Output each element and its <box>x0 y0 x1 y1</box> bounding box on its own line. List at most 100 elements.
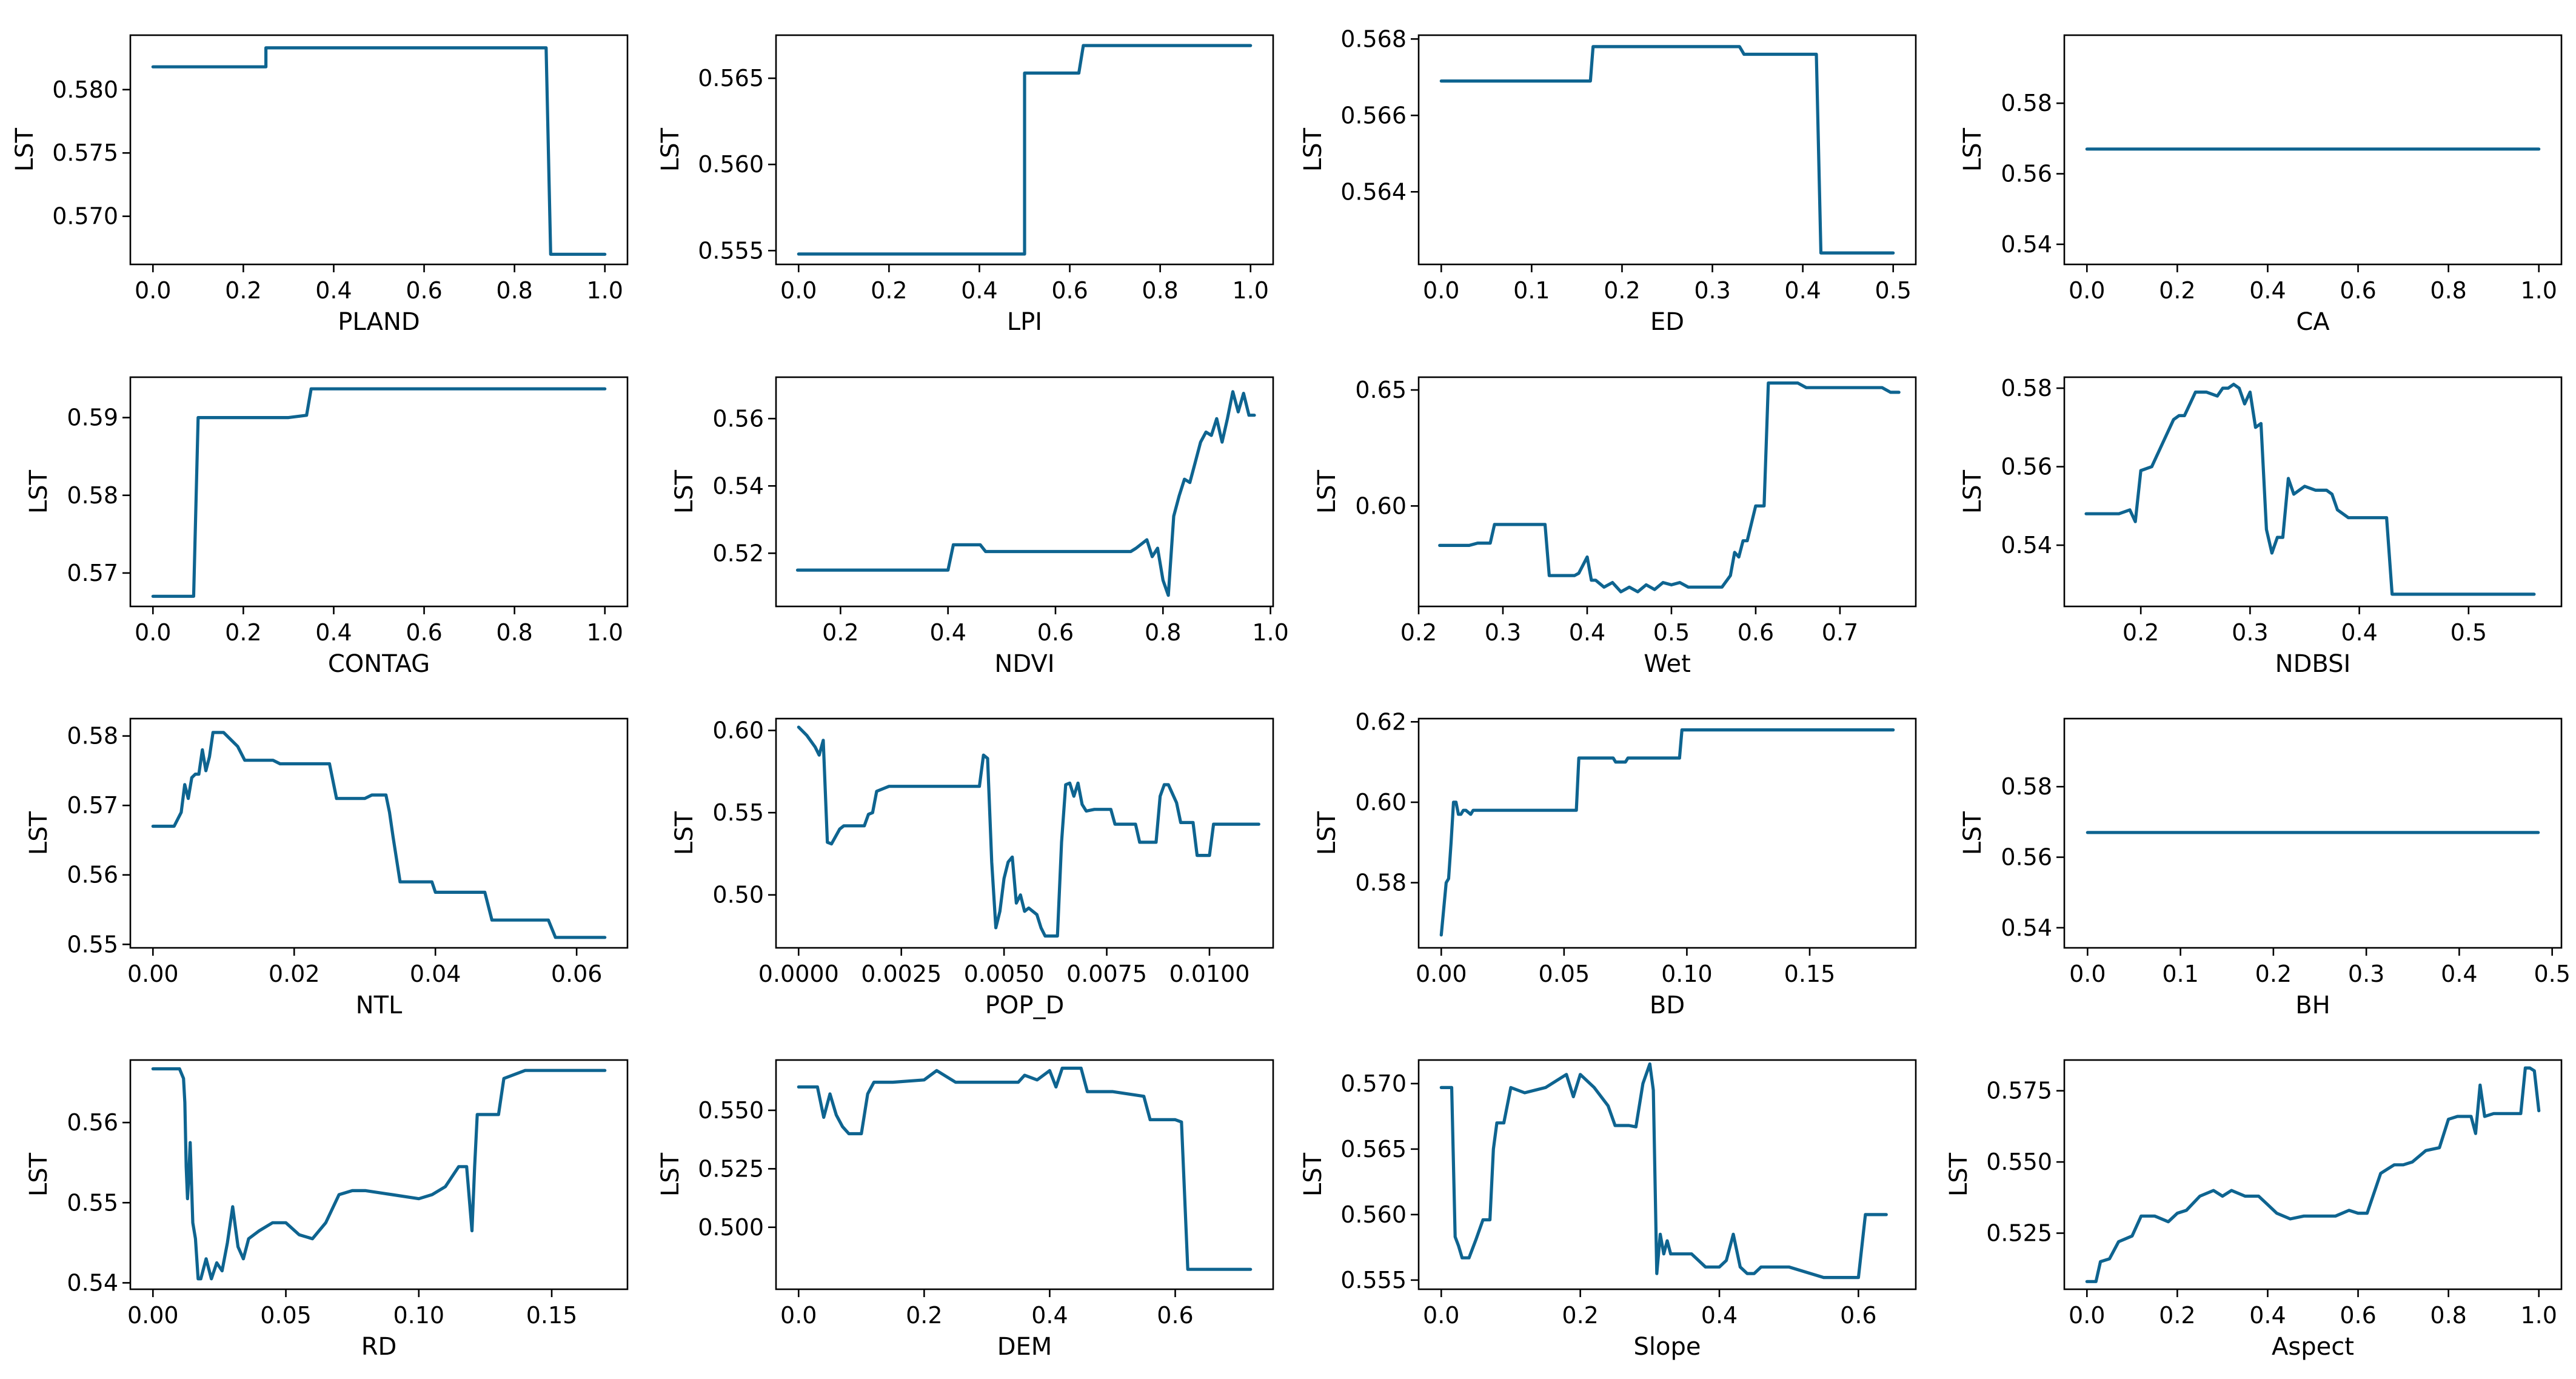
y-tick-label-ca: 0.54 <box>2001 231 2052 258</box>
x-tick-label-pland: 0.4 <box>315 277 352 304</box>
x-tick-label-rd: 0.10 <box>393 1302 444 1329</box>
y-tick-label-dem: 0.550 <box>698 1097 764 1124</box>
x-tick-label-bh: 0.5 <box>2534 961 2570 987</box>
subplot-wet: 0.2 0.3 0.4 0.5 0.6 0.7 0.60 0.65 Wet LST <box>1313 376 1917 678</box>
series-line-contag <box>151 387 607 598</box>
y-tick-label-pland: 0.575 <box>52 139 118 166</box>
y-tick-label-ndvi: 0.56 <box>712 405 764 432</box>
x-tick-label-bd: 0.05 <box>1539 961 1590 987</box>
y-axis-label-aspect: LST <box>1945 1152 1973 1196</box>
y-tick-label-lpi: 0.565 <box>698 65 764 92</box>
y-tick-label-rd: 0.54 <box>67 1269 118 1296</box>
x-axis-label-pland: PLAND <box>338 308 420 336</box>
x-tick-label-pland: 0.2 <box>225 277 261 304</box>
x-tick-label-ed: 0.2 <box>1604 277 1640 304</box>
y-axis-label-contag: LST <box>25 469 53 514</box>
y-tick-label-ed: 0.564 <box>1340 178 1407 205</box>
series-line-ndbsi <box>2084 383 2536 596</box>
series-line-ndvi <box>795 390 1256 597</box>
x-tick-label-ndbsi: 0.5 <box>2451 619 2487 646</box>
y-tick-label-pop-d: 0.60 <box>712 717 764 744</box>
y-tick-label-contag: 0.59 <box>67 404 118 431</box>
x-tick-label-rd: 0.05 <box>260 1302 312 1329</box>
subplot-lpi: 0.0 0.2 0.4 0.6 0.8 1.0 0.555 0.560 0.565 LPI LST <box>657 34 1274 336</box>
x-tick-label-lpi: 0.6 <box>1051 277 1088 304</box>
x-tick-label-pop-d: 0.0100 <box>1169 961 1250 987</box>
x-tick-label-ndvi: 1.0 <box>1252 619 1288 646</box>
x-tick-label-ndvi: 0.8 <box>1145 619 1181 646</box>
x-axis-label-rd: RD <box>361 1333 397 1361</box>
series-line-rd <box>151 1067 607 1281</box>
x-tick-label-slope: 0.6 <box>1840 1302 1876 1329</box>
x-tick-label-contag: 0.0 <box>135 619 171 646</box>
x-tick-label-contag: 0.8 <box>496 619 532 646</box>
axes-frame-ndvi <box>775 376 1274 608</box>
y-tick-label-rd: 0.56 <box>67 1109 118 1136</box>
y-tick-label-bd: 0.62 <box>1355 708 1407 735</box>
axes-frame-aspect <box>2063 1059 2563 1290</box>
y-tick-label-lpi: 0.555 <box>698 237 764 264</box>
x-tick-label-wet: 0.6 <box>1738 619 1774 646</box>
x-tick-label-ndbsi: 0.4 <box>2341 619 2377 646</box>
y-tick-label-ca: 0.58 <box>2001 90 2052 116</box>
x-axis-label-dem: DEM <box>997 1333 1052 1361</box>
x-tick-label-bh: 0.4 <box>2441 961 2477 987</box>
axes-frame-lpi <box>775 34 1274 266</box>
y-tick-label-pland: 0.580 <box>52 76 118 103</box>
x-tick-label-contag: 0.2 <box>225 619 261 646</box>
axes-frame-ntl <box>129 717 629 949</box>
y-tick-label-ndbsi: 0.54 <box>2001 532 2052 559</box>
x-tick-label-lpi: 0.0 <box>780 277 817 304</box>
axes-frame-ca <box>2063 34 2563 266</box>
axes-frame-bh <box>2063 717 2563 949</box>
x-tick-label-ca: 1.0 <box>2521 277 2557 304</box>
x-tick-label-pland: 0.0 <box>135 277 171 304</box>
y-tick-label-wet: 0.65 <box>1355 377 1407 403</box>
y-axis-label-pland: LST <box>11 127 39 172</box>
x-tick-label-lpi: 0.4 <box>961 277 997 304</box>
y-tick-label-contag: 0.58 <box>67 482 118 509</box>
x-axis-label-pop-d: POP_D <box>985 991 1065 1019</box>
x-tick-label-ndvi: 0.2 <box>822 619 858 646</box>
subplot-ndbsi: 0.2 0.3 0.4 0.5 0.54 0.56 0.58 NDBSI LST <box>1959 375 2563 678</box>
x-axis-label-ed: ED <box>1650 308 1684 336</box>
x-tick-label-aspect: 0.0 <box>2069 1302 2105 1329</box>
x-tick-label-bh: 0.3 <box>2348 961 2384 987</box>
subplot-bd: 0.00 0.05 0.10 0.15 0.58 0.60 0.62 BD LST <box>1313 708 1917 1019</box>
axes-frame-wet <box>1417 376 1917 608</box>
y-tick-label-ndvi: 0.52 <box>712 540 764 566</box>
y-axis-label-lpi: LST <box>657 127 684 172</box>
x-axis-label-ndvi: NDVI <box>994 650 1054 678</box>
x-tick-label-dem: 0.6 <box>1157 1302 1193 1329</box>
y-axis-label-rd: LST <box>25 1152 53 1196</box>
x-tick-label-aspect: 1.0 <box>2521 1302 2557 1329</box>
x-tick-label-pland: 0.8 <box>496 277 532 304</box>
y-tick-label-ntl: 0.55 <box>67 931 118 958</box>
x-tick-label-contag: 0.6 <box>406 619 442 646</box>
y-tick-label-ed: 0.566 <box>1340 102 1407 129</box>
x-tick-label-dem: 0.0 <box>780 1302 817 1329</box>
subplot-ndvi: 0.2 0.4 0.6 0.8 1.0 0.52 0.54 0.56 NDVI LST <box>671 376 1289 678</box>
axes-frame-pop-d <box>775 717 1274 949</box>
x-tick-label-ndvi: 0.6 <box>1037 619 1074 646</box>
x-tick-label-ed: 0.0 <box>1423 277 1459 304</box>
axes-frame-bd <box>1417 717 1917 949</box>
x-tick-label-bh: 0.0 <box>2069 961 2106 987</box>
y-tick-label-contag: 0.57 <box>67 560 118 586</box>
x-tick-label-bh: 0.1 <box>2162 961 2198 987</box>
y-axis-label-bd: LST <box>1313 811 1341 855</box>
y-axis-label-ndbsi: LST <box>1959 469 1987 514</box>
y-tick-label-aspect: 0.525 <box>1986 1220 2052 1246</box>
x-axis-label-slope: Slope <box>1634 1333 1701 1361</box>
y-tick-label-wet: 0.60 <box>1355 492 1407 519</box>
x-tick-label-slope: 0.2 <box>1562 1302 1598 1329</box>
x-tick-label-aspect: 0.6 <box>2340 1302 2376 1329</box>
y-axis-label-pop-d: LST <box>671 811 698 855</box>
x-axis-label-aspect: Aspect <box>2272 1333 2354 1361</box>
x-tick-label-ed: 0.4 <box>1784 277 1821 304</box>
x-tick-label-wet: 0.2 <box>1400 619 1437 646</box>
x-tick-label-slope: 0.0 <box>1423 1302 1459 1329</box>
y-tick-label-ntl: 0.56 <box>67 862 118 888</box>
series-line-lpi <box>797 44 1253 256</box>
